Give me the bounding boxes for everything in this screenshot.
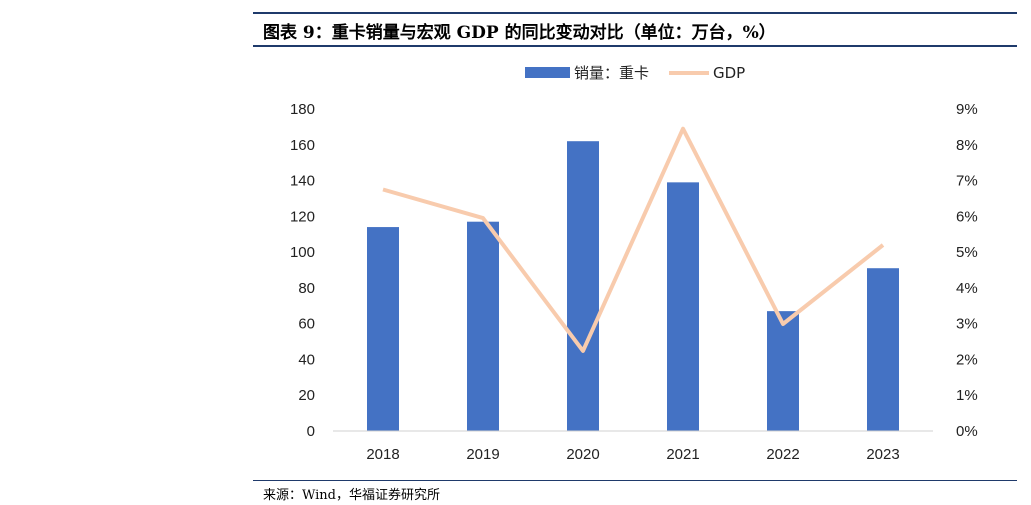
right-tick-label: 6% xyxy=(956,208,978,225)
left-tick-label: 0 xyxy=(307,423,315,440)
left-tick-label: 140 xyxy=(290,173,315,190)
x-tick-label: 2020 xyxy=(566,446,599,463)
right-tick-label: 4% xyxy=(956,280,978,297)
bar xyxy=(867,268,899,431)
right-tick-label: 3% xyxy=(956,316,978,333)
bar xyxy=(367,227,399,431)
chart-area: 销量：重卡 GDP 0 20 40 60 80 100 120 140 160 180 0% 1% 2… xyxy=(290,64,978,463)
source-rule xyxy=(253,480,1017,481)
left-tick-label: 80 xyxy=(298,280,315,297)
line-series xyxy=(382,126,885,353)
left-tick-label: 100 xyxy=(290,244,315,261)
bar xyxy=(467,221,499,431)
right-tick-label: 8% xyxy=(956,137,978,154)
left-tick-label: 180 xyxy=(290,101,315,118)
x-axis-ticks: 2018 2019 2020 2021 2022 2023 xyxy=(366,446,899,463)
top-rule xyxy=(253,12,1017,14)
bar-series xyxy=(367,141,899,431)
legend: 销量：重卡 GDP xyxy=(525,64,745,82)
bar xyxy=(767,311,799,431)
gdp-line xyxy=(382,126,885,353)
right-tick-label: 9% xyxy=(956,101,978,118)
title-rule xyxy=(253,45,1017,47)
bar xyxy=(667,182,699,431)
left-tick-label: 160 xyxy=(290,137,315,154)
right-tick-label: 7% xyxy=(956,173,978,190)
left-tick-label: 60 xyxy=(298,316,315,333)
legend-bar-label: 销量：重卡 xyxy=(574,64,649,82)
chart-title: 图表 9：重卡销量与宏观 GDP 的同比变动对比（单位：万台，%） xyxy=(263,23,776,43)
right-tick-label: 1% xyxy=(956,387,978,404)
right-tick-label: 0% xyxy=(956,423,978,440)
x-tick-label: 2021 xyxy=(666,446,699,463)
legend-bar-swatch xyxy=(525,67,570,78)
x-tick-label: 2018 xyxy=(366,446,399,463)
right-tick-label: 2% xyxy=(956,351,978,368)
left-tick-label: 20 xyxy=(298,387,315,404)
left-tick-label: 120 xyxy=(290,208,315,225)
bar xyxy=(567,141,599,431)
left-tick-label: 40 xyxy=(298,351,315,368)
right-tick-label: 5% xyxy=(956,244,978,261)
x-tick-label: 2019 xyxy=(466,446,499,463)
source-note: 来源：Wind，华福证券研究所 xyxy=(263,488,440,503)
left-axis-ticks: 0 20 40 60 80 100 120 140 160 180 xyxy=(290,101,315,440)
x-tick-label: 2023 xyxy=(866,446,899,463)
legend-line-label: GDP xyxy=(713,64,745,82)
right-axis-ticks: 0% 1% 2% 3% 4% 5% 6% 7% 8% 9% xyxy=(956,101,978,440)
x-tick-label: 2022 xyxy=(766,446,799,463)
